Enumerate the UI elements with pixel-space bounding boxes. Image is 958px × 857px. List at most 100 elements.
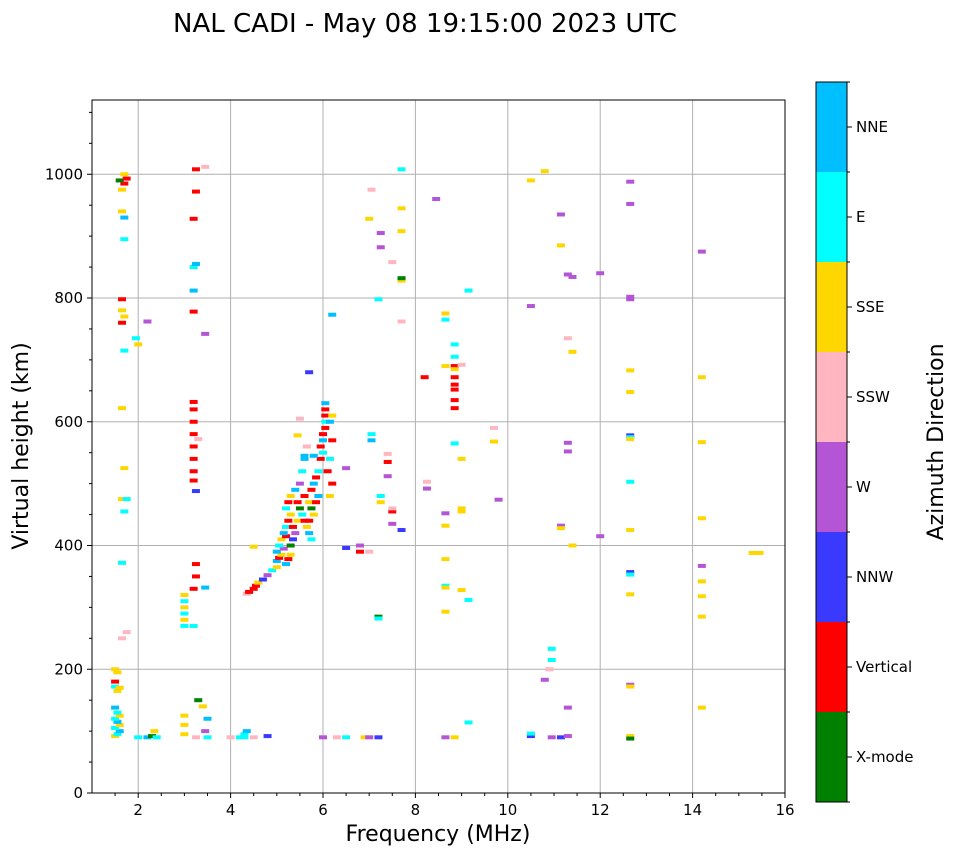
data-point bbox=[235, 735, 244, 740]
data-point bbox=[118, 308, 127, 313]
data-point bbox=[365, 549, 374, 554]
data-point bbox=[450, 364, 459, 369]
data-point bbox=[755, 550, 764, 555]
data-point bbox=[314, 469, 323, 474]
data-point bbox=[312, 500, 321, 505]
colorbar-tick-label: SSE bbox=[856, 298, 885, 316]
data-point bbox=[383, 459, 392, 464]
data-point bbox=[563, 440, 572, 445]
data-point bbox=[323, 469, 332, 474]
data-point bbox=[189, 399, 198, 404]
data-point bbox=[626, 201, 635, 206]
data-point bbox=[111, 684, 120, 689]
data-point bbox=[122, 497, 131, 502]
x-tick-label: 14 bbox=[683, 801, 702, 819]
colorbar-tick-label: W bbox=[856, 478, 871, 496]
data-point bbox=[547, 735, 556, 740]
data-point bbox=[180, 732, 189, 737]
y-axis-label: Virtual height (km) bbox=[9, 342, 34, 549]
data-point bbox=[319, 438, 327, 443]
data-point bbox=[526, 304, 535, 309]
data-point bbox=[332, 735, 341, 740]
data-point bbox=[189, 288, 198, 293]
data-point bbox=[626, 572, 635, 577]
data-point bbox=[305, 370, 314, 375]
data-point bbox=[120, 314, 129, 319]
data-point bbox=[252, 583, 261, 588]
colorbar-tick-label: NNW bbox=[856, 568, 893, 586]
data-point bbox=[450, 406, 459, 411]
data-point bbox=[111, 726, 120, 731]
data-point bbox=[272, 558, 281, 563]
data-point bbox=[118, 560, 127, 565]
data-point bbox=[376, 245, 385, 250]
data-point bbox=[249, 586, 258, 591]
data-point bbox=[120, 348, 129, 353]
y-axis-ticks: 0 200 400 600 800 1000 bbox=[45, 111, 92, 802]
x-tick-label: 10 bbox=[498, 801, 517, 819]
data-point bbox=[374, 616, 383, 621]
data-point bbox=[180, 623, 189, 628]
data-point bbox=[365, 735, 374, 740]
data-point bbox=[422, 486, 431, 491]
data-point bbox=[397, 319, 406, 324]
data-point bbox=[201, 585, 210, 590]
data-point bbox=[397, 276, 406, 281]
data-point bbox=[450, 342, 459, 347]
data-point bbox=[545, 667, 554, 672]
data-point bbox=[547, 646, 556, 651]
data-point bbox=[298, 469, 307, 474]
data-point bbox=[489, 425, 498, 430]
data-point bbox=[388, 509, 397, 514]
data-point bbox=[277, 552, 286, 557]
data-point bbox=[150, 729, 159, 734]
data-point bbox=[325, 494, 334, 498]
data-point bbox=[180, 599, 189, 604]
data-point bbox=[189, 586, 198, 591]
colorbar-swatch bbox=[816, 712, 847, 802]
data-point bbox=[556, 243, 565, 248]
data-point bbox=[279, 531, 288, 536]
data-point bbox=[180, 617, 189, 622]
data-point bbox=[113, 732, 122, 737]
data-point bbox=[309, 453, 318, 458]
data-point bbox=[275, 543, 284, 548]
data-point bbox=[286, 543, 295, 548]
data-point bbox=[450, 441, 459, 446]
data-point bbox=[189, 432, 198, 437]
data-point bbox=[321, 401, 330, 406]
data-point bbox=[288, 524, 297, 529]
data-point bbox=[697, 614, 706, 619]
data-point bbox=[194, 437, 203, 442]
data-point bbox=[316, 456, 325, 461]
data-point bbox=[293, 500, 302, 505]
data-point bbox=[302, 444, 311, 449]
colorbar-swatch bbox=[816, 262, 847, 352]
data-point bbox=[325, 419, 334, 424]
data-point bbox=[282, 524, 291, 529]
data-point bbox=[547, 657, 556, 662]
data-point bbox=[360, 735, 369, 740]
data-point bbox=[300, 518, 309, 523]
data-point bbox=[284, 557, 293, 562]
data-point bbox=[120, 215, 129, 220]
colorbar-swatch bbox=[816, 172, 847, 262]
data-point bbox=[342, 466, 351, 471]
data-point bbox=[201, 331, 210, 336]
data-point bbox=[319, 450, 327, 455]
data-point bbox=[111, 679, 120, 684]
data-point bbox=[563, 734, 572, 739]
data-point bbox=[441, 585, 450, 590]
data-point bbox=[263, 573, 272, 578]
data-point bbox=[291, 487, 300, 492]
data-point bbox=[626, 179, 635, 184]
data-point bbox=[697, 705, 706, 710]
data-point bbox=[295, 416, 304, 421]
colorbar-tick-label: NNE bbox=[856, 118, 888, 136]
grid-lines bbox=[92, 100, 785, 793]
data-point bbox=[441, 311, 450, 316]
data-point bbox=[748, 550, 757, 555]
data-point bbox=[279, 546, 288, 551]
data-point bbox=[328, 438, 337, 443]
